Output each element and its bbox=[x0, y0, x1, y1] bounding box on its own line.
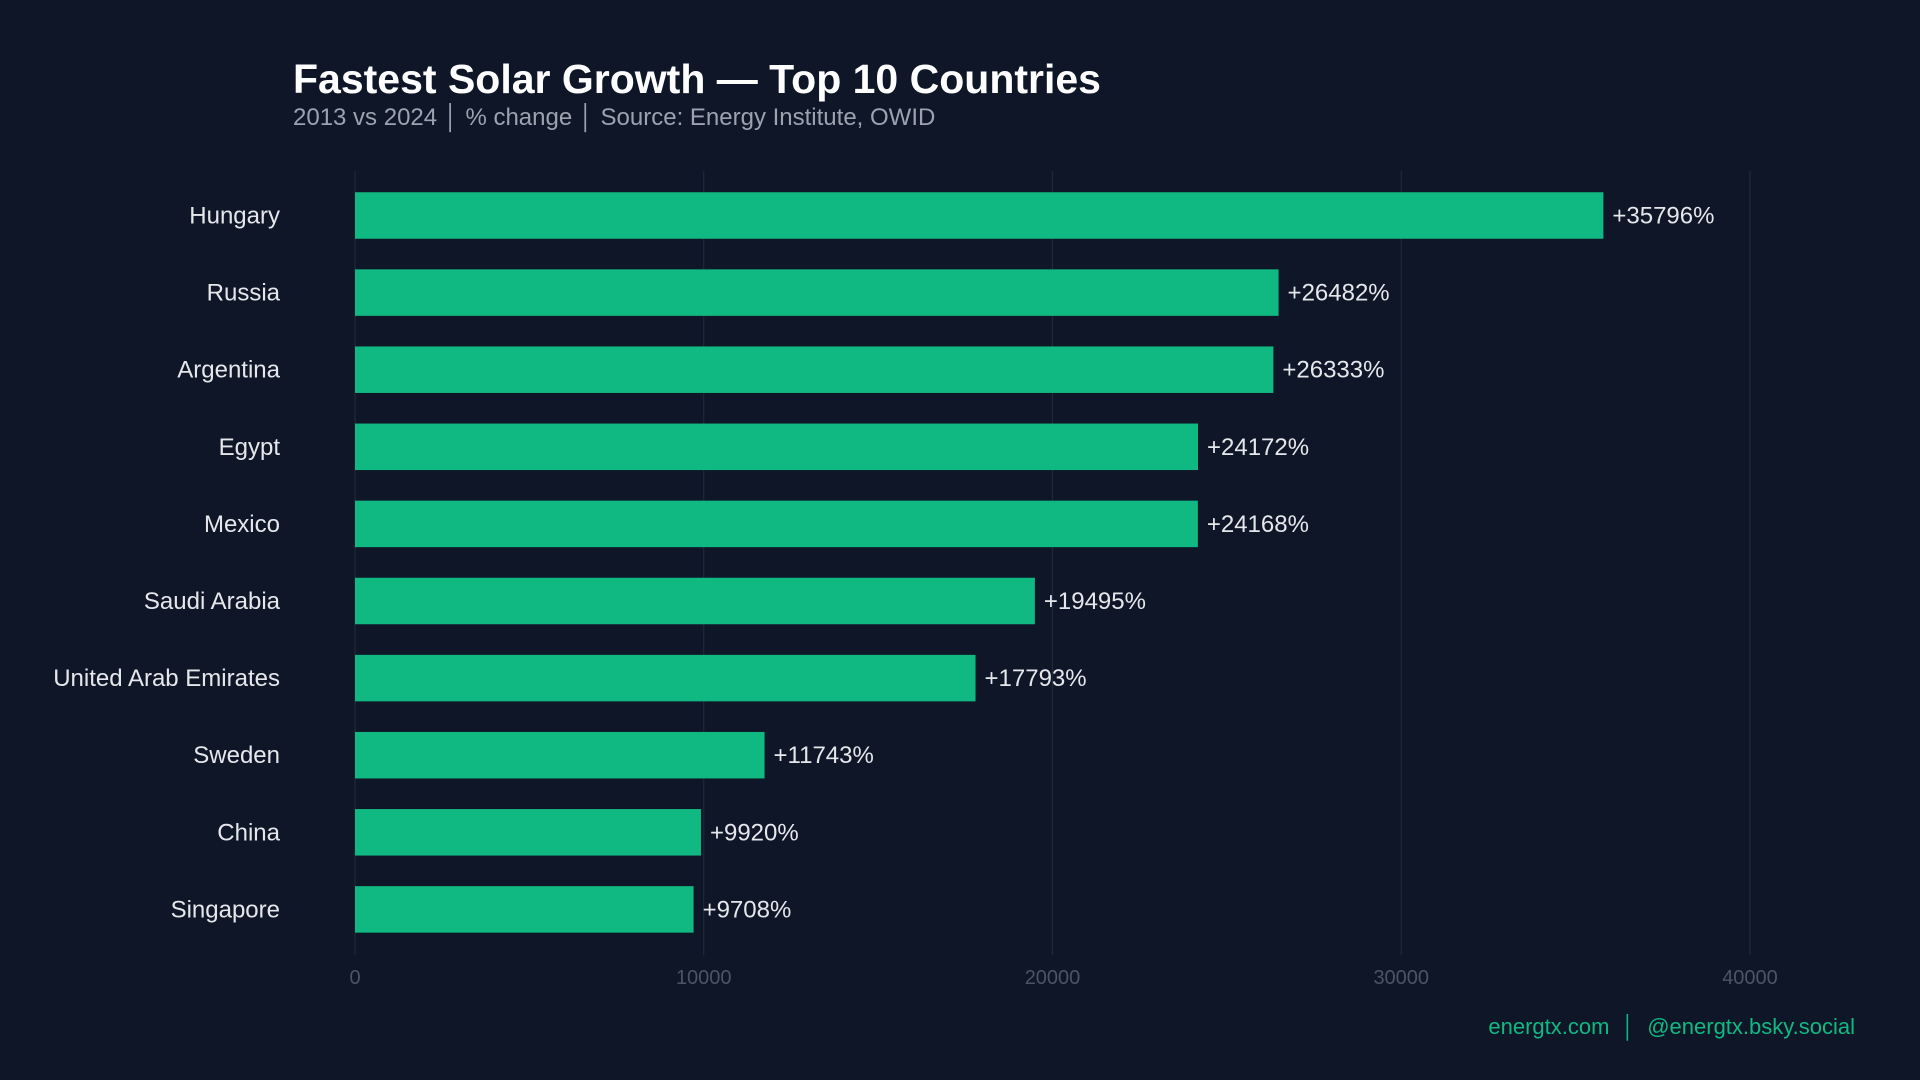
category-label: Saudi Arabia bbox=[144, 588, 281, 615]
category-label: Singapore bbox=[171, 896, 280, 923]
chart-subtitle: 2013 vs 2024 │ % change │ Source: Energy… bbox=[293, 104, 936, 131]
chart-title: Fastest Solar Growth — Top 10 Countries bbox=[293, 56, 1101, 102]
footer-separator: │ bbox=[1621, 1014, 1636, 1039]
data-label: +11743% bbox=[774, 742, 874, 769]
data-label: +9708% bbox=[703, 896, 792, 923]
bar bbox=[355, 654, 976, 702]
bar bbox=[355, 731, 765, 779]
bar bbox=[355, 500, 1198, 548]
bar bbox=[355, 423, 1198, 471]
category-label: Sweden bbox=[193, 742, 280, 769]
bar bbox=[355, 192, 1604, 239]
category-label: Mexico bbox=[204, 511, 280, 538]
data-label: +26333% bbox=[1282, 357, 1384, 384]
category-label: United Arab Emirates bbox=[53, 665, 280, 692]
data-label: +19495% bbox=[1044, 588, 1146, 615]
category-label: Russia bbox=[207, 280, 281, 307]
data-label: +26482% bbox=[1288, 280, 1390, 307]
bar bbox=[355, 269, 1279, 316]
category-label: Hungary bbox=[189, 203, 280, 230]
x-tick-label: 40000 bbox=[1722, 967, 1778, 989]
data-label: +24168% bbox=[1207, 511, 1309, 538]
data-label: +17793% bbox=[985, 665, 1087, 692]
bar bbox=[355, 577, 1035, 625]
bar bbox=[355, 809, 701, 856]
category-label: Argentina bbox=[177, 357, 280, 384]
category-label: Egypt bbox=[219, 434, 281, 461]
bar bbox=[355, 346, 1274, 393]
x-tick-label: 10000 bbox=[676, 967, 732, 989]
data-label: +24172% bbox=[1207, 434, 1309, 461]
x-tick-label: 0 bbox=[349, 967, 360, 989]
x-tick-label: 20000 bbox=[1025, 967, 1081, 989]
data-label: +9920% bbox=[710, 819, 799, 846]
category-label: China bbox=[217, 819, 280, 846]
x-tick-label: 30000 bbox=[1373, 967, 1429, 989]
bar bbox=[355, 886, 694, 933]
footer: energtx.com │ @energtx.bsky.social bbox=[1488, 1014, 1855, 1040]
footer-handle: @energtx.bsky.social bbox=[1647, 1014, 1855, 1039]
data-label: +35796% bbox=[1612, 203, 1714, 230]
footer-site: energtx.com bbox=[1488, 1014, 1610, 1039]
